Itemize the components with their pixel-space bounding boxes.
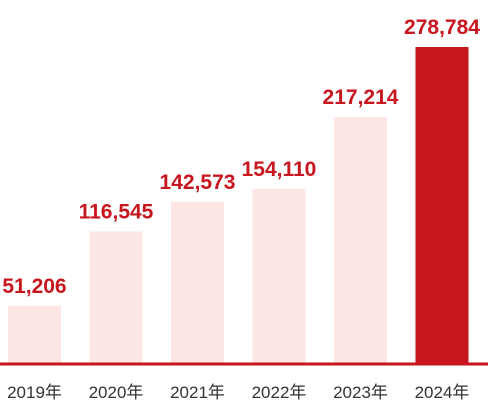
bar-2022年 — [252, 188, 306, 364]
value-label: 142,573 — [160, 171, 236, 194]
bar-2021年 — [171, 201, 224, 364]
x-tick-label: 2024年 — [415, 383, 470, 402]
x-tick-labels-group: 2019年 2020年 2021年 2022年 2023年 2024年 — [7, 383, 469, 402]
x-tick-label: 2020年 — [89, 383, 144, 402]
x-tick-label: 2019年 — [7, 383, 62, 402]
value-labels-group: 51,206 116,545 142,573 154,110 217,214 278,78… — [2, 16, 480, 298]
value-label: 51,206 — [2, 275, 66, 298]
x-tick-label: 2021年 — [170, 383, 225, 402]
value-label: 154,110 — [242, 158, 317, 181]
bar-2023年 — [334, 117, 387, 365]
x-tick-label: 2022年 — [252, 383, 307, 402]
value-label: 116,545 — [79, 200, 154, 223]
bar-2020年 — [89, 231, 143, 364]
bars-group — [8, 47, 469, 365]
value-label: 217,214 — [323, 86, 399, 109]
bar-2024年 — [415, 47, 469, 364]
bar-2019年 — [8, 305, 61, 364]
x-tick-label: 2023年 — [333, 383, 388, 402]
value-label: 278,784 — [404, 16, 480, 39]
